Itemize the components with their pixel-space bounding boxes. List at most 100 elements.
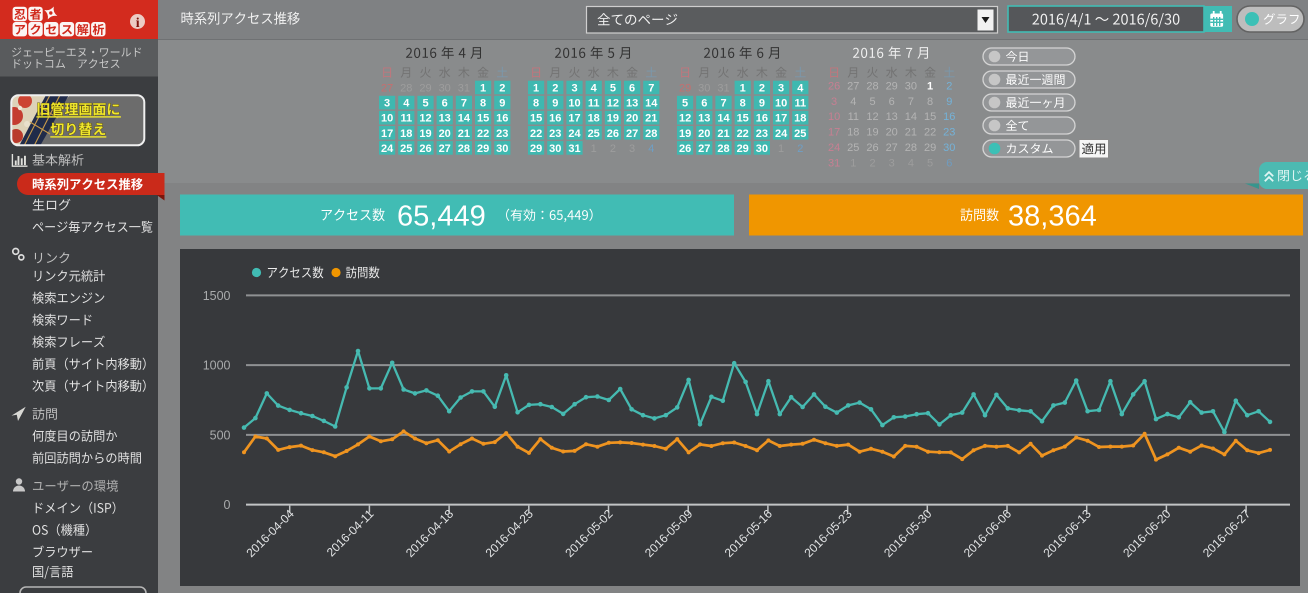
svg-text:14: 14 [717,113,730,125]
svg-text:4: 4 [591,83,598,95]
svg-text:29: 29 [679,83,691,95]
svg-text:1: 1 [480,83,486,95]
svg-text:9: 9 [499,98,505,110]
svg-text:6: 6 [442,98,448,110]
svg-text:5: 5 [422,98,428,110]
svg-text:27: 27 [439,143,451,155]
svg-text:0: 0 [224,498,231,512]
svg-text:28: 28 [905,142,917,154]
svg-text:20: 20 [698,128,710,140]
svg-text:2: 2 [946,81,952,93]
svg-text:2: 2 [610,143,616,155]
svg-text:9: 9 [946,96,952,108]
svg-text:14: 14 [905,111,917,123]
svg-text:13: 13 [698,113,710,125]
svg-text:3: 3 [571,83,577,95]
svg-text:30: 30 [698,83,710,95]
svg-text:16: 16 [496,113,508,125]
svg-text:27: 27 [381,83,393,95]
svg-text:6: 6 [946,157,952,169]
svg-text:7: 7 [461,98,467,110]
svg-text:26: 26 [679,143,691,155]
svg-text:10: 10 [775,98,787,110]
svg-text:29: 29 [924,142,936,154]
svg-text:30: 30 [905,81,917,93]
svg-text:23: 23 [496,128,508,140]
svg-text:10: 10 [828,111,840,123]
svg-text:15: 15 [737,113,749,125]
svg-text:9: 9 [759,98,765,110]
svg-text:16: 16 [756,113,768,125]
svg-text:25: 25 [794,128,806,140]
svg-text:29: 29 [477,143,489,155]
svg-text:20: 20 [886,127,898,139]
svg-text:26: 26 [607,128,619,140]
svg-text:22: 22 [477,128,489,140]
svg-text:12: 12 [866,111,878,123]
svg-text:31: 31 [828,157,840,169]
svg-text:8: 8 [533,98,539,110]
svg-text:15: 15 [477,113,489,125]
svg-text:26: 26 [419,143,431,155]
svg-text:30: 30 [439,83,451,95]
svg-text:21: 21 [458,128,470,140]
svg-text:31: 31 [458,83,470,95]
svg-text:1: 1 [850,157,856,169]
svg-text:1500: 1500 [203,289,231,303]
svg-text:18: 18 [400,128,412,140]
svg-text:4: 4 [403,98,410,110]
svg-text:4: 4 [797,83,804,95]
svg-text:27: 27 [886,142,898,154]
svg-text:17: 17 [381,128,393,140]
svg-text:24: 24 [381,143,394,155]
svg-text:17: 17 [568,113,580,125]
svg-text:18: 18 [588,113,600,125]
svg-text:25: 25 [588,128,600,140]
svg-text:3: 3 [889,157,895,169]
svg-text:11: 11 [588,98,600,110]
svg-text:27: 27 [847,81,859,93]
svg-text:27: 27 [626,128,638,140]
svg-text:8: 8 [927,96,933,108]
svg-text:31: 31 [717,83,729,95]
svg-text:2: 2 [552,83,558,95]
svg-text:28: 28 [645,128,657,140]
svg-text:26: 26 [828,81,840,93]
svg-text:30: 30 [549,143,561,155]
svg-text:13: 13 [886,111,898,123]
svg-text:28: 28 [400,83,412,95]
svg-text:25: 25 [847,142,859,154]
svg-text:6: 6 [701,98,707,110]
svg-text:7: 7 [648,83,654,95]
svg-text:4: 4 [908,157,914,169]
svg-text:11: 11 [848,111,859,123]
svg-text:19: 19 [419,128,431,140]
svg-text:18: 18 [847,127,859,139]
svg-text:8: 8 [480,98,486,110]
svg-text:38,364: 38,364 [1008,201,1097,233]
svg-text:13: 13 [439,113,451,125]
svg-text:28: 28 [717,143,729,155]
svg-text:22: 22 [737,128,749,140]
svg-text:25: 25 [400,143,412,155]
svg-text:17: 17 [828,127,840,139]
svg-text:24: 24 [775,128,788,140]
svg-text:15: 15 [530,113,542,125]
svg-text:1: 1 [927,81,933,93]
svg-text:29: 29 [530,143,542,155]
svg-text:29: 29 [419,83,431,95]
svg-text:4: 4 [648,143,654,155]
svg-text:14: 14 [458,113,471,125]
svg-text:6: 6 [629,83,635,95]
svg-text:20: 20 [626,113,638,125]
svg-text:5: 5 [610,83,616,95]
svg-text:65,449: 65,449 [397,201,486,233]
svg-text:24: 24 [828,142,840,154]
svg-text:19: 19 [607,113,619,125]
svg-text:2: 2 [759,83,765,95]
svg-text:29: 29 [737,143,749,155]
svg-text:12: 12 [607,98,619,110]
svg-text:3: 3 [629,143,635,155]
svg-text:16: 16 [549,113,561,125]
svg-text:23: 23 [756,128,768,140]
